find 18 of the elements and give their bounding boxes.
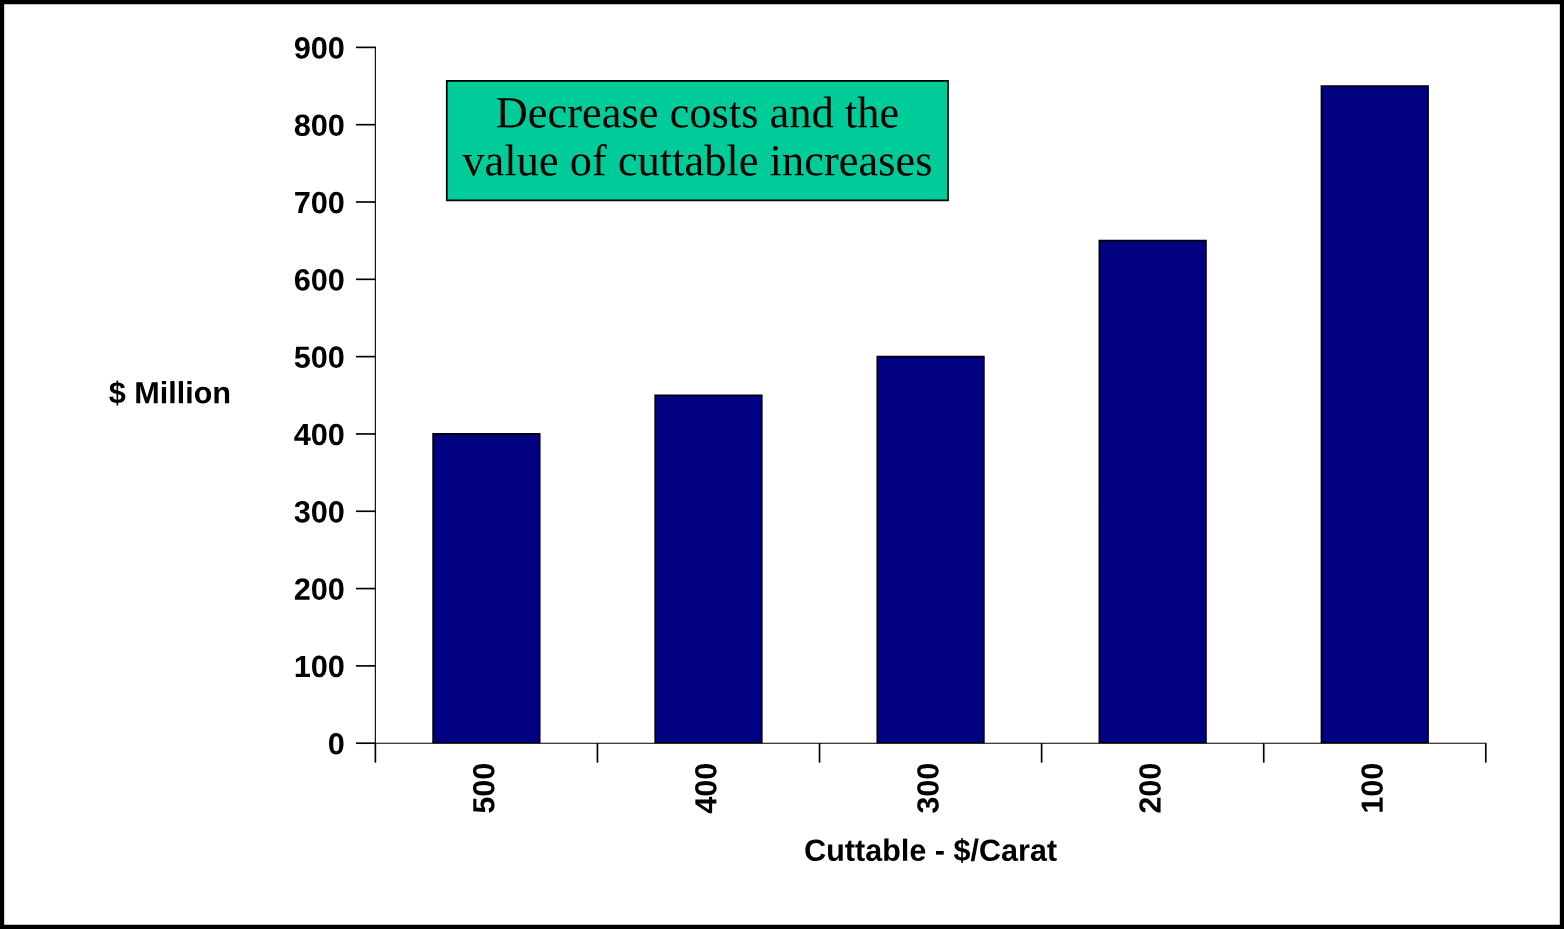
x-tick-label: 500 bbox=[472, 763, 495, 813]
x-tick-label: 200 bbox=[1139, 763, 1161, 813]
y-tick-label: 100 bbox=[295, 655, 344, 678]
annotation: Decrease costs and the value of cuttable increases bbox=[462, 96, 931, 176]
y-axis-title: $ Million bbox=[109, 380, 230, 406]
x-axis-title: Cuttable - $/Carat bbox=[805, 838, 1057, 864]
y-tick-label: 300 bbox=[294, 500, 344, 523]
y-tick-label: 500 bbox=[294, 346, 344, 369]
y-tick-label: 700 bbox=[295, 191, 344, 214]
y-tick-label: 900 bbox=[294, 37, 344, 59]
y-tick-label: 600 bbox=[294, 269, 344, 291]
y-tick-label: 800 bbox=[294, 114, 344, 137]
y-tick-label: 400 bbox=[294, 423, 344, 446]
x-tick-label: 400 bbox=[695, 763, 717, 814]
x-tick-label: 100 bbox=[1361, 763, 1383, 812]
y-tick-label: 0 bbox=[329, 732, 344, 755]
y-tick-label: 200 bbox=[294, 578, 344, 600]
x-tick-label: 300 bbox=[917, 763, 939, 813]
